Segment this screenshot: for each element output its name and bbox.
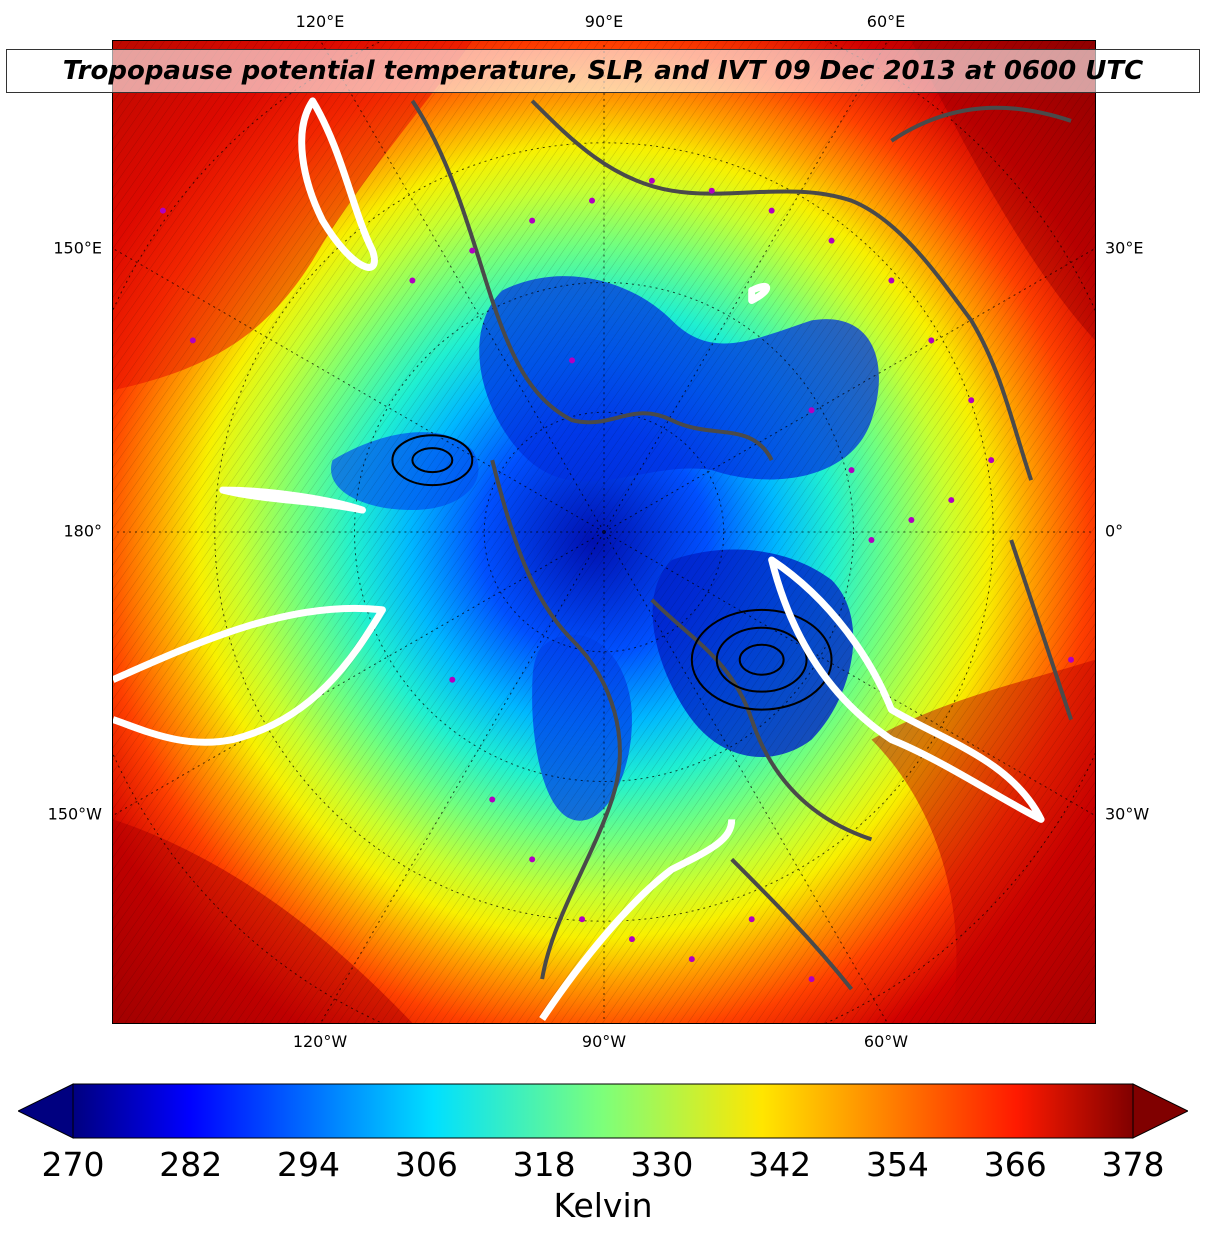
ivt-contours xyxy=(113,97,1045,1021)
map-panel xyxy=(112,40,1096,1024)
colorbar-tick-label: 306 xyxy=(394,1145,458,1184)
slp-contours xyxy=(391,434,833,711)
colorbar xyxy=(16,1082,1190,1140)
lon-label-bottom-120w: 120°W xyxy=(292,1032,348,1051)
lon-label-left-150w: 150°W xyxy=(47,804,102,824)
lon-label-top-60e: 60°E xyxy=(866,12,906,31)
colorbar-extend-low xyxy=(16,1083,74,1139)
colorbar-tick-label: 378 xyxy=(1101,1145,1165,1184)
colorbar-tick-label: 270 xyxy=(41,1145,105,1184)
colorbar-tick-label: 294 xyxy=(277,1145,341,1184)
colorbar-graphic xyxy=(16,1083,1190,1139)
colorbar-tick-label: 354 xyxy=(865,1145,929,1184)
map-title: Tropopause potential temperature, SLP, a… xyxy=(62,56,1144,86)
lon-label-bottom-90w: 90°W xyxy=(581,1032,627,1051)
colorbar-tick-label: 318 xyxy=(512,1145,576,1184)
lon-label-right-30e: 30°E xyxy=(1105,238,1144,258)
lon-label-top-120e: 120°E xyxy=(295,12,345,31)
station-markers xyxy=(159,177,1075,983)
lon-label-left-150e: 150°E xyxy=(53,238,102,258)
title-box: Tropopause potential temperature, SLP, a… xyxy=(6,49,1200,93)
lon-label-bottom-60w: 60°W xyxy=(863,1032,909,1051)
colorbar-bar xyxy=(72,1083,1134,1139)
lon-label-left-180: 180° xyxy=(63,521,102,541)
colorbar-tick-label: 282 xyxy=(159,1145,223,1184)
colorbar-label: Kelvin xyxy=(553,1186,653,1225)
coastlines xyxy=(410,99,1073,991)
colorbar-tick-label: 330 xyxy=(630,1145,694,1184)
colorbar-tick-label: 366 xyxy=(983,1145,1047,1184)
colorbar-extend-high xyxy=(1132,1083,1190,1139)
colorbar-tick-label: 342 xyxy=(748,1145,812,1184)
lon-label-right-30w: 30°W xyxy=(1105,804,1150,824)
tropopause-theta-map xyxy=(113,41,1095,1023)
lon-label-right-0: 0° xyxy=(1105,521,1124,541)
lon-label-top-90e: 90°E xyxy=(584,12,624,31)
